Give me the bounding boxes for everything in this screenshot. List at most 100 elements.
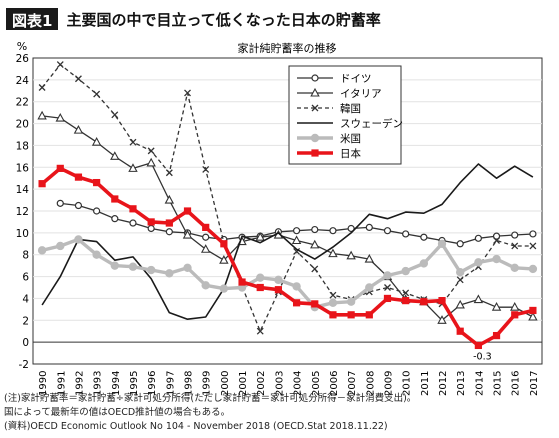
data-point bbox=[311, 300, 319, 308]
data-point bbox=[110, 151, 120, 160]
y-tick-label: 26 bbox=[16, 53, 30, 65]
notes: (注)家計貯蓄率＝家計貯蓄÷家計可処分所得(ただし家計貯蓄＝家計可処分所得－家計… bbox=[4, 392, 416, 434]
data-point bbox=[292, 227, 301, 235]
data-point bbox=[111, 195, 119, 203]
data-point bbox=[74, 201, 83, 210]
data-point bbox=[474, 258, 483, 267]
legend-item: 米国 bbox=[297, 132, 361, 145]
legend-item: 韓国 bbox=[297, 103, 361, 115]
series-4 bbox=[41, 163, 534, 320]
legend-item: イタリア bbox=[297, 87, 382, 100]
data-point bbox=[511, 311, 519, 319]
data-point bbox=[347, 311, 355, 319]
y-tick-label: 0 bbox=[22, 337, 29, 349]
data-point bbox=[164, 194, 175, 204]
legend-item: 日本 bbox=[297, 147, 361, 160]
data-point bbox=[128, 163, 138, 172]
data-point bbox=[492, 232, 501, 240]
x-tick-label: 2017 bbox=[529, 371, 540, 396]
series-2 bbox=[37, 110, 538, 324]
y-tick-label: 10 bbox=[16, 228, 29, 240]
data-point bbox=[292, 299, 301, 307]
data-point bbox=[455, 299, 465, 309]
legend-label: スウェーデン bbox=[340, 117, 403, 130]
data-point bbox=[474, 234, 482, 242]
data-point bbox=[328, 248, 338, 258]
x-tick-label: 2014 bbox=[474, 371, 485, 396]
data-point bbox=[493, 237, 501, 244]
grid bbox=[33, 79, 542, 321]
legend-label: イタリア bbox=[340, 88, 382, 100]
data-point bbox=[364, 253, 375, 263]
data-point bbox=[165, 169, 173, 177]
data-point bbox=[202, 223, 210, 231]
data-point bbox=[274, 275, 283, 285]
data-point bbox=[182, 229, 193, 239]
data-point bbox=[492, 331, 501, 340]
data-point bbox=[474, 341, 482, 350]
x-tick-label: 2002 bbox=[256, 371, 267, 396]
data-point bbox=[147, 218, 155, 226]
data-point bbox=[74, 235, 83, 244]
data-point bbox=[384, 284, 391, 291]
x-tick-label: 2011 bbox=[420, 371, 431, 396]
x-axis-ticks: 1990 1991 1992 1993 1994 1995 1996 1997 1998 1999… bbox=[38, 371, 540, 396]
data-point bbox=[165, 269, 174, 278]
x-tick-label: 2007 bbox=[347, 371, 358, 396]
data-point bbox=[311, 104, 319, 112]
data-point bbox=[492, 254, 501, 264]
data-point bbox=[311, 225, 319, 234]
data-point bbox=[402, 289, 410, 297]
data-point bbox=[329, 311, 337, 319]
legend-label: 米国 bbox=[340, 132, 361, 145]
data-point bbox=[56, 199, 64, 207]
data-point bbox=[184, 89, 191, 97]
data-point bbox=[383, 227, 392, 235]
figure-label: 図表1 bbox=[6, 8, 59, 30]
y-tick-label: 14 bbox=[16, 184, 30, 196]
x-tick-label: 1993 bbox=[93, 371, 104, 396]
data-point bbox=[165, 219, 173, 227]
data-point bbox=[202, 166, 210, 173]
data-point bbox=[55, 112, 65, 122]
data-point bbox=[200, 244, 211, 253]
data-point bbox=[165, 228, 173, 236]
note-estimate: 国によって最新年の値はOECD推計値の場合もある。 bbox=[4, 407, 231, 418]
data-point bbox=[128, 262, 138, 271]
x-tick-label: 2001 bbox=[238, 371, 249, 396]
data-point bbox=[38, 180, 46, 188]
data-point bbox=[220, 240, 228, 248]
series-line bbox=[40, 166, 534, 348]
data-point bbox=[365, 223, 373, 231]
data-point bbox=[91, 136, 102, 146]
data-point bbox=[93, 90, 101, 98]
data-point bbox=[420, 298, 428, 306]
series-group bbox=[37, 61, 538, 350]
data-point bbox=[110, 261, 120, 270]
data-point bbox=[311, 149, 319, 157]
data-point bbox=[238, 278, 246, 286]
x-tick-label: 1996 bbox=[147, 371, 158, 396]
data-point bbox=[473, 294, 484, 304]
data-point bbox=[329, 291, 337, 299]
data-point bbox=[129, 138, 137, 146]
data-point bbox=[274, 286, 283, 294]
legend-label: ドイツ bbox=[340, 73, 372, 85]
y-tick-label: 24 bbox=[16, 75, 30, 87]
data-point bbox=[310, 239, 320, 249]
data-point bbox=[310, 133, 320, 143]
data-point bbox=[74, 173, 83, 181]
x-tick-label: 2004 bbox=[293, 371, 304, 396]
data-point bbox=[529, 242, 537, 250]
series-1 bbox=[56, 199, 537, 248]
data-point bbox=[528, 264, 538, 274]
data-point bbox=[56, 241, 65, 251]
x-tick-label: 1995 bbox=[129, 371, 140, 396]
data-point bbox=[256, 273, 265, 282]
data-point bbox=[256, 283, 264, 292]
y-tick-label: 12 bbox=[16, 206, 29, 218]
